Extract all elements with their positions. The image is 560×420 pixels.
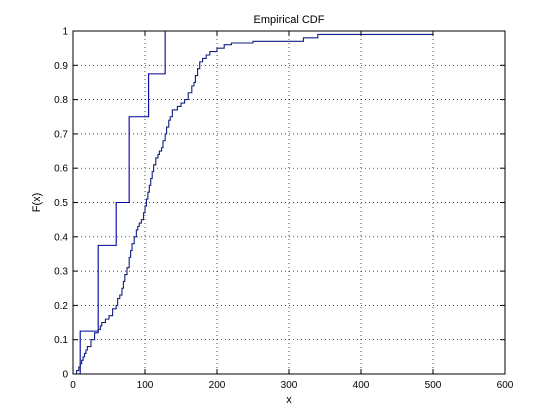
y-tick-label: 0.9: [54, 61, 68, 72]
y-tick-label: 0: [62, 370, 68, 381]
y-tick-label: 0.2: [54, 301, 68, 312]
y-tick-label: 0.5: [54, 198, 68, 209]
y-tick-label: 1: [62, 27, 68, 38]
y-tick-label: 0.4: [54, 232, 68, 243]
x-tick-label: 400: [353, 380, 370, 391]
x-tick-label: 200: [209, 380, 226, 391]
x-tick-label: 600: [497, 380, 514, 391]
y-tick-label: 0.7: [54, 129, 68, 140]
y-tick-label: 0.3: [54, 267, 68, 278]
y-axis-label: F(x): [31, 193, 43, 213]
y-tick-label: 0.6: [54, 164, 68, 175]
y-tick-label: 0.1: [54, 335, 68, 346]
x-tick-label: 500: [425, 380, 442, 391]
y-tick-label: 0.8: [54, 95, 68, 106]
chart-title: Empirical CDF: [254, 14, 325, 26]
x-tick-label: 0: [70, 380, 76, 391]
x-tick-label: 300: [281, 380, 298, 391]
x-axis-label: x: [286, 394, 292, 406]
x-tick-label: 100: [137, 380, 154, 391]
